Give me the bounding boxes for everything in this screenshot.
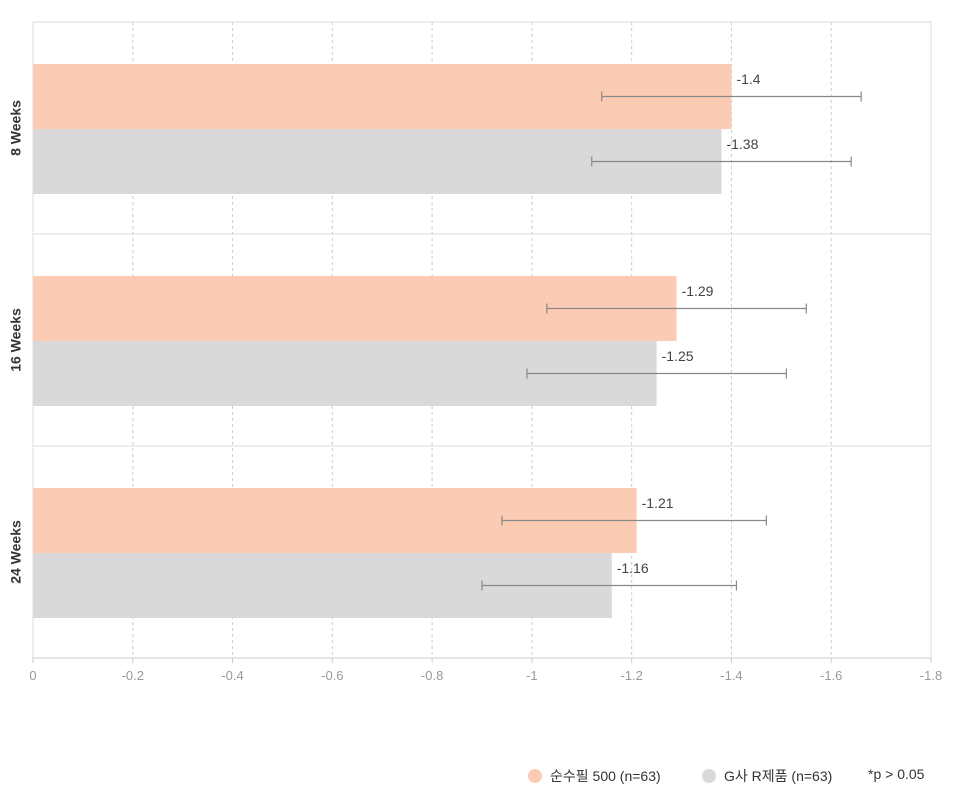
legend-swatch-series-1 [528,769,542,783]
x-tick-label: -1.4 [720,668,742,683]
legend-item-series-2: G사 R제품 (n=63) [702,766,832,786]
category-label: 8 Weeks [8,100,24,156]
x-tick-label: -0.4 [221,668,243,683]
data-label: -1.29 [682,283,714,299]
data-label: -1.25 [662,348,694,364]
legend-item-series-1: 순수필 500 (n=63) [528,766,661,786]
significance-note: *p > 0.05 [868,766,925,782]
data-label: -1.38 [726,136,758,152]
data-label: -1.16 [617,560,649,576]
x-tick-label: -1.6 [820,668,842,683]
x-tick-label: -0.2 [122,668,144,683]
legend: 순수필 500 (n=63) G사 R제품 (n=63) *p > 0.05 [0,766,965,790]
category-label: 16 Weeks [8,308,24,372]
data-label: -1.21 [642,495,674,511]
x-tick-label: 0 [29,668,36,683]
x-tick-label: -1.8 [920,668,942,683]
x-tick-label: -0.8 [421,668,443,683]
x-tick-label: -1 [526,668,538,683]
data-label: -1.4 [736,71,760,87]
category-label: 24 Weeks [8,520,24,584]
legend-swatch-series-2 [702,769,716,783]
legend-label-series-1: 순수필 500 (n=63) [550,768,661,784]
legend-label-series-2: G사 R제품 (n=63) [724,768,833,784]
x-tick-label: -0.6 [321,668,343,683]
x-tick-label: -1.2 [620,668,642,683]
